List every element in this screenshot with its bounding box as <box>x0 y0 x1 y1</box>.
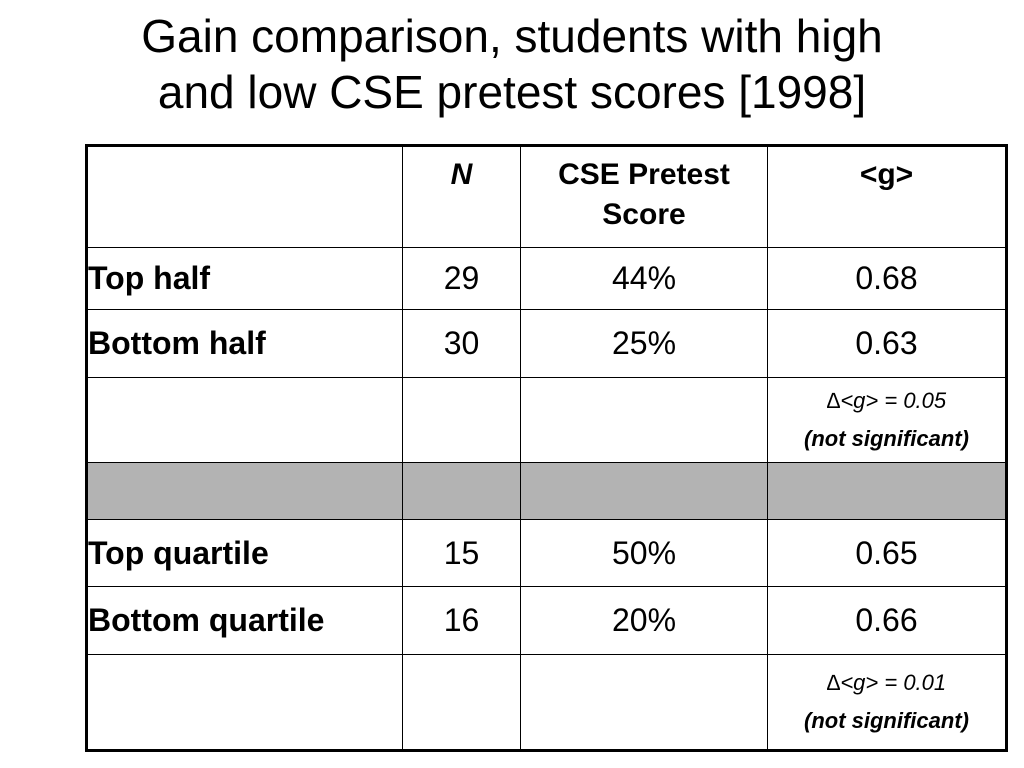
slide-title: Gain comparison, students with high and … <box>0 8 1024 120</box>
row-g: 0.66 <box>767 586 1007 655</box>
separator-cell <box>402 462 521 520</box>
row-pretest: 50% <box>520 519 768 587</box>
header-row: N CSE Pretest Score <g> <box>86 145 1007 248</box>
row-label: Bottom half <box>86 309 403 378</box>
empty-cell <box>520 654 768 751</box>
row-n: 29 <box>402 247 521 310</box>
empty-cell <box>402 654 521 751</box>
note-row: ∆<g> = 0.05 (not significant) <box>86 377 1007 463</box>
separator-cell <box>767 462 1007 520</box>
empty-cell <box>402 377 521 463</box>
separator-row <box>86 462 1007 520</box>
gain-comparison-table: N CSE Pretest Score <g> Top half 29 44% … <box>85 144 1008 752</box>
separator-cell <box>520 462 768 520</box>
row-pretest: 44% <box>520 247 768 310</box>
row-label: Top half <box>86 247 403 310</box>
title-line-2: and low CSE pretest scores [1998] <box>157 66 867 118</box>
row-g: 0.65 <box>767 519 1007 587</box>
significance-text: (not significant) <box>804 426 969 451</box>
row-n: 15 <box>402 519 521 587</box>
row-label: Bottom quartile <box>86 586 403 655</box>
row-g: 0.68 <box>767 247 1007 310</box>
delta-note: ∆<g> = 0.05 (not significant) <box>767 377 1007 463</box>
header-cse-pretest-score: CSE Pretest Score <box>520 145 768 248</box>
header-n: N <box>402 145 521 248</box>
table-row: Top quartile 15 50% 0.65 <box>86 519 1007 587</box>
table-row: Bottom half 30 25% 0.63 <box>86 309 1007 378</box>
delta-note: ∆<g> = 0.01 (not significant) <box>767 654 1007 751</box>
empty-cell <box>86 654 403 751</box>
header-g: <g> <box>767 145 1007 248</box>
header-cse-line-2: Score <box>602 198 686 231</box>
table-row: Top half 29 44% 0.68 <box>86 247 1007 310</box>
title-line-1: Gain comparison, students with high <box>141 10 883 62</box>
header-cse-line-1: CSE Pretest <box>558 158 730 191</box>
row-pretest: 25% <box>520 309 768 378</box>
row-pretest: 20% <box>520 586 768 655</box>
row-g: 0.63 <box>767 309 1007 378</box>
separator-cell <box>86 462 403 520</box>
delta-value: ∆<g> = 0.05 <box>826 388 947 413</box>
row-n: 16 <box>402 586 521 655</box>
delta-value: ∆<g> = 0.01 <box>826 670 947 695</box>
empty-cell <box>86 377 403 463</box>
significance-text: (not significant) <box>804 708 969 733</box>
header-empty-cell <box>86 145 403 248</box>
row-n: 30 <box>402 309 521 378</box>
row-label: Top quartile <box>86 519 403 587</box>
empty-cell <box>520 377 768 463</box>
note-row: ∆<g> = 0.01 (not significant) <box>86 654 1007 751</box>
table-row: Bottom quartile 16 20% 0.66 <box>86 586 1007 655</box>
